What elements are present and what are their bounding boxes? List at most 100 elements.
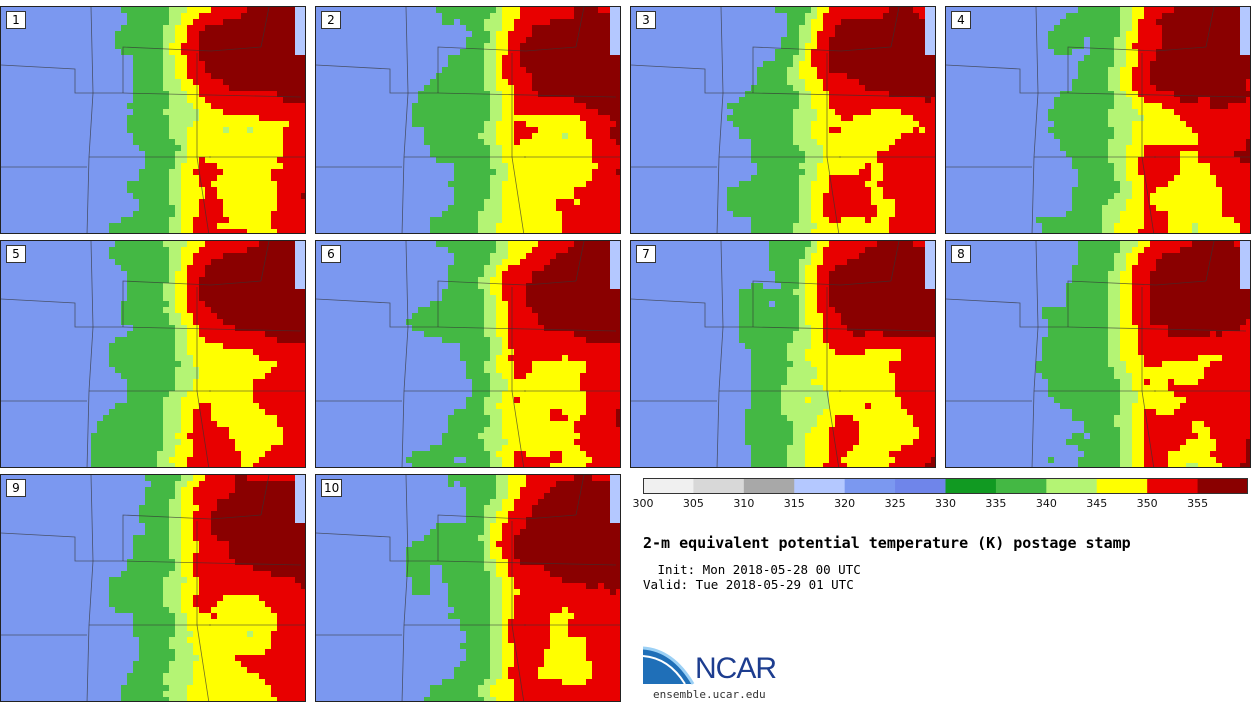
state-border — [826, 287, 840, 467]
state-border — [575, 475, 585, 516]
member-panel-3: 3 — [630, 6, 936, 234]
state-border — [86, 475, 94, 701]
state-border — [1141, 287, 1155, 467]
colorbar-ticks: 300 305 310 315 320 325 330 335 340 345 350 355 — [633, 497, 1260, 513]
website-url: ensemble.ucar.edu — [653, 688, 766, 701]
colorbar-bin — [895, 478, 946, 494]
colorbar-bin — [1197, 478, 1248, 494]
colorbar-bin — [1046, 478, 1098, 494]
colorbar-bin — [743, 478, 795, 494]
member-panel-8: 8 — [945, 240, 1251, 468]
state-border — [122, 280, 262, 327]
theta-e-map — [316, 7, 620, 233]
state-border — [1, 298, 302, 332]
state-border — [511, 521, 525, 701]
theta-e-map — [946, 241, 1250, 467]
state-border — [575, 241, 585, 282]
theta-e-map — [1, 241, 305, 467]
member-panel-4: 4 — [945, 6, 1251, 234]
state-border — [316, 298, 617, 332]
state-border — [401, 7, 409, 233]
state-border — [716, 241, 724, 467]
colorbar — [643, 478, 1248, 494]
member-panel-10: 10 — [315, 474, 621, 702]
colorbar-tick-label: 310 — [733, 497, 755, 510]
colorbar-tick-label: 345 — [1086, 497, 1108, 510]
init-time: Init: Mon 2018-05-28 00 UTC — [650, 562, 861, 577]
colorbar-tick-label: 305 — [682, 497, 704, 510]
member-number-label: 9 — [6, 479, 26, 497]
ncar-logo-icon — [643, 646, 695, 685]
state-border — [122, 514, 262, 561]
member-number-label: 10 — [321, 479, 343, 497]
state-border — [1205, 7, 1215, 48]
valid-time: Valid: Tue 2018-05-29 01 UTC — [643, 577, 854, 592]
theta-e-map — [631, 7, 935, 233]
state-border — [1031, 241, 1039, 467]
theta-e-map — [316, 475, 620, 701]
ncar-logo-text: NCAR — [695, 652, 777, 685]
state-border — [437, 514, 577, 561]
member-number-label: 6 — [321, 245, 341, 263]
member-panel-2: 2 — [315, 6, 621, 234]
colorbar-bin — [1096, 478, 1148, 494]
state-border — [401, 241, 409, 467]
state-border — [1141, 53, 1155, 233]
theta-e-map — [1, 7, 305, 233]
state-border — [716, 7, 724, 233]
colorbar-tick-label: 320 — [834, 497, 856, 510]
state-border — [752, 46, 892, 93]
state-border — [575, 7, 585, 48]
state-border — [196, 521, 210, 701]
colorbar-tick-label: 335 — [985, 497, 1007, 510]
colorbar-tick-label: 355 — [1187, 497, 1209, 510]
state-border — [631, 64, 932, 98]
colorbar-bin — [1147, 478, 1199, 494]
state-border — [1067, 46, 1207, 93]
state-border — [946, 64, 1247, 98]
colorbar-bin — [945, 478, 997, 494]
state-border — [1067, 280, 1207, 327]
state-border — [401, 475, 409, 701]
member-number-label: 3 — [636, 11, 656, 29]
colorbar-tick-label: 330 — [935, 497, 956, 510]
state-border — [86, 7, 94, 233]
colorbar-tick-label: 350 — [1136, 497, 1158, 510]
state-border — [1, 532, 302, 566]
state-border — [260, 475, 270, 516]
member-panel-1: 1 — [0, 6, 306, 234]
state-border — [890, 241, 900, 282]
state-border — [316, 532, 617, 566]
state-border — [1031, 7, 1039, 233]
state-border — [86, 241, 94, 467]
state-border — [511, 287, 525, 467]
theta-e-map — [631, 241, 935, 467]
theta-e-map — [1, 475, 305, 701]
member-number-label: 2 — [321, 11, 341, 29]
colorbar-bin — [693, 478, 745, 494]
member-panel-9: 9 — [0, 474, 306, 702]
colorbar-tick-label: 315 — [783, 497, 805, 510]
state-border — [752, 280, 892, 327]
plot-title: 2-m equivalent potential temperature (K)… — [643, 534, 1131, 552]
member-number-label: 7 — [636, 245, 656, 263]
state-border — [1205, 241, 1215, 282]
state-border — [260, 241, 270, 282]
colorbar-bin — [844, 478, 896, 494]
state-border — [316, 64, 617, 98]
theta-e-map — [316, 241, 620, 467]
state-border — [511, 53, 525, 233]
state-border — [122, 46, 262, 93]
colorbar-bin — [643, 478, 694, 494]
state-border — [260, 7, 270, 48]
state-border — [1, 64, 302, 98]
state-border — [890, 7, 900, 48]
member-panel-6: 6 — [315, 240, 621, 468]
colorbar-tick-label: 325 — [884, 497, 906, 510]
colorbar-bin — [995, 478, 1047, 494]
member-panel-7: 7 — [630, 240, 936, 468]
state-border — [437, 280, 577, 327]
state-border — [631, 298, 932, 332]
state-border — [946, 298, 1247, 332]
state-border — [826, 53, 840, 233]
